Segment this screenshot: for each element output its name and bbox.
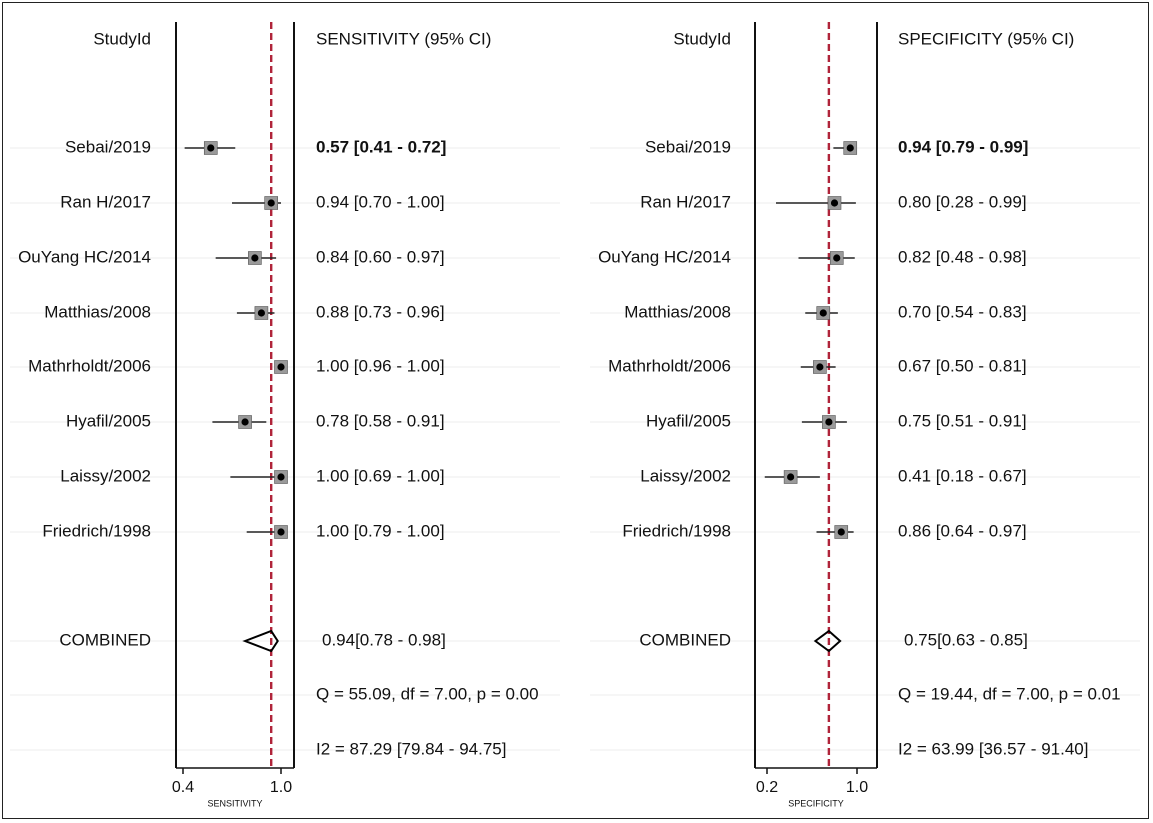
point-estimate-dot <box>833 254 841 262</box>
combined-label: COMBINED <box>59 630 151 649</box>
combined-estimate-label: 0.75[0.63 - 0.85] <box>904 630 1028 649</box>
study-name: Matthias/2008 <box>624 302 731 321</box>
study-estimate-label: 0.75 [0.51 - 0.91] <box>898 411 1027 430</box>
point-estimate-dot <box>207 144 215 152</box>
study-estimate-label: 0.88 [0.73 - 0.96] <box>316 302 445 321</box>
study-estimate-label: 0.78 [0.58 - 0.91] <box>316 411 445 430</box>
study-estimate-label: 0.41 [0.18 - 0.67] <box>898 466 1027 485</box>
point-estimate-dot <box>819 309 827 317</box>
heterogeneity-q-stat: Q = 55.09, df = 7.00, p = 0.00 <box>316 684 539 703</box>
stat-column-header: SPECIFICITY (95% CI) <box>898 29 1074 48</box>
point-estimate-dot <box>241 418 249 426</box>
study-name: Ran H/2017 <box>640 192 731 211</box>
point-estimate-dot <box>846 144 854 152</box>
x-tick-label: 0.4 <box>172 779 194 796</box>
study-name: Friedrich/1998 <box>622 521 731 540</box>
study-name: Sebai/2019 <box>645 137 731 156</box>
study-id-header: StudyId <box>673 29 731 48</box>
point-estimate-dot <box>787 473 795 481</box>
study-name: Laissy/2002 <box>60 466 151 485</box>
point-estimate-dot <box>830 199 839 207</box>
study-name: Matthias/2008 <box>44 302 151 321</box>
study-name: Mathrholdt/2006 <box>28 356 151 375</box>
point-estimate-dot <box>277 528 285 536</box>
stat-column-header: SENSITIVITY (95% CI) <box>316 29 491 48</box>
study-estimate-label: 0.67 [0.50 - 0.81] <box>898 356 1027 375</box>
point-estimate-dot <box>277 473 285 481</box>
point-estimate-dot <box>277 363 285 371</box>
combined-estimate-label: 0.94[0.78 - 0.98] <box>322 630 446 649</box>
combined-diamond <box>242 629 279 653</box>
heterogeneity-i2-stat: I2 = 63.99 [36.57 - 91.40] <box>898 739 1088 758</box>
point-estimate-dot <box>816 363 824 371</box>
study-estimate-label: 0.94 [0.70 - 1.00] <box>316 192 445 211</box>
forest-panel-sensitivity <box>10 22 560 774</box>
x-axis-label: SPECIFICITY <box>788 798 844 808</box>
x-axis-label: SENSITIVITY <box>207 798 262 808</box>
study-estimate-label: 1.00 [0.96 - 1.00] <box>316 356 445 375</box>
forest-panel-specificity <box>590 22 1140 774</box>
study-estimate-label: 0.57 [0.41 - 0.72] <box>316 137 446 156</box>
combined-diamond <box>813 629 842 653</box>
study-name: Mathrholdt/2006 <box>608 356 731 375</box>
study-name: Hyafil/2005 <box>66 411 151 430</box>
point-estimate-dot <box>837 528 845 536</box>
x-tick-label: 1.0 <box>270 779 292 796</box>
study-estimate-label: 0.80 [0.28 - 0.99] <box>898 192 1027 211</box>
study-estimate-label: 1.00 [0.79 - 1.00] <box>316 521 445 540</box>
combined-label: COMBINED <box>639 630 731 649</box>
x-tick-label: 0.2 <box>756 779 778 796</box>
point-estimate-dot <box>825 418 833 426</box>
study-id-header: StudyId <box>93 29 151 48</box>
point-estimate-dot <box>251 254 259 262</box>
point-estimate-dot <box>257 309 265 317</box>
study-estimate-label: 0.84 [0.60 - 0.97] <box>316 247 445 266</box>
study-name: OuYang HC/2014 <box>18 247 151 266</box>
study-estimate-label: 1.00 [0.69 - 1.00] <box>316 466 445 485</box>
study-estimate-label: 0.94 [0.79 - 0.99] <box>898 137 1028 156</box>
x-tick-label: 1.0 <box>846 779 868 796</box>
study-name: OuYang HC/2014 <box>598 247 731 266</box>
heterogeneity-q-stat: Q = 19.44, df = 7.00, p = 0.01 <box>898 684 1121 703</box>
study-name: Sebai/2019 <box>65 137 151 156</box>
study-name: Ran H/2017 <box>60 192 151 211</box>
point-estimate-dot <box>267 199 275 207</box>
study-name: Laissy/2002 <box>640 466 731 485</box>
study-estimate-label: 0.82 [0.48 - 0.98] <box>898 247 1027 266</box>
study-name: Hyafil/2005 <box>646 411 731 430</box>
study-estimate-label: 0.70 [0.54 - 0.83] <box>898 302 1027 321</box>
study-name: Friedrich/1998 <box>42 521 151 540</box>
heterogeneity-i2-stat: I2 = 87.29 [79.84 - 94.75] <box>316 739 506 758</box>
study-estimate-label: 0.86 [0.64 - 0.97] <box>898 521 1027 540</box>
